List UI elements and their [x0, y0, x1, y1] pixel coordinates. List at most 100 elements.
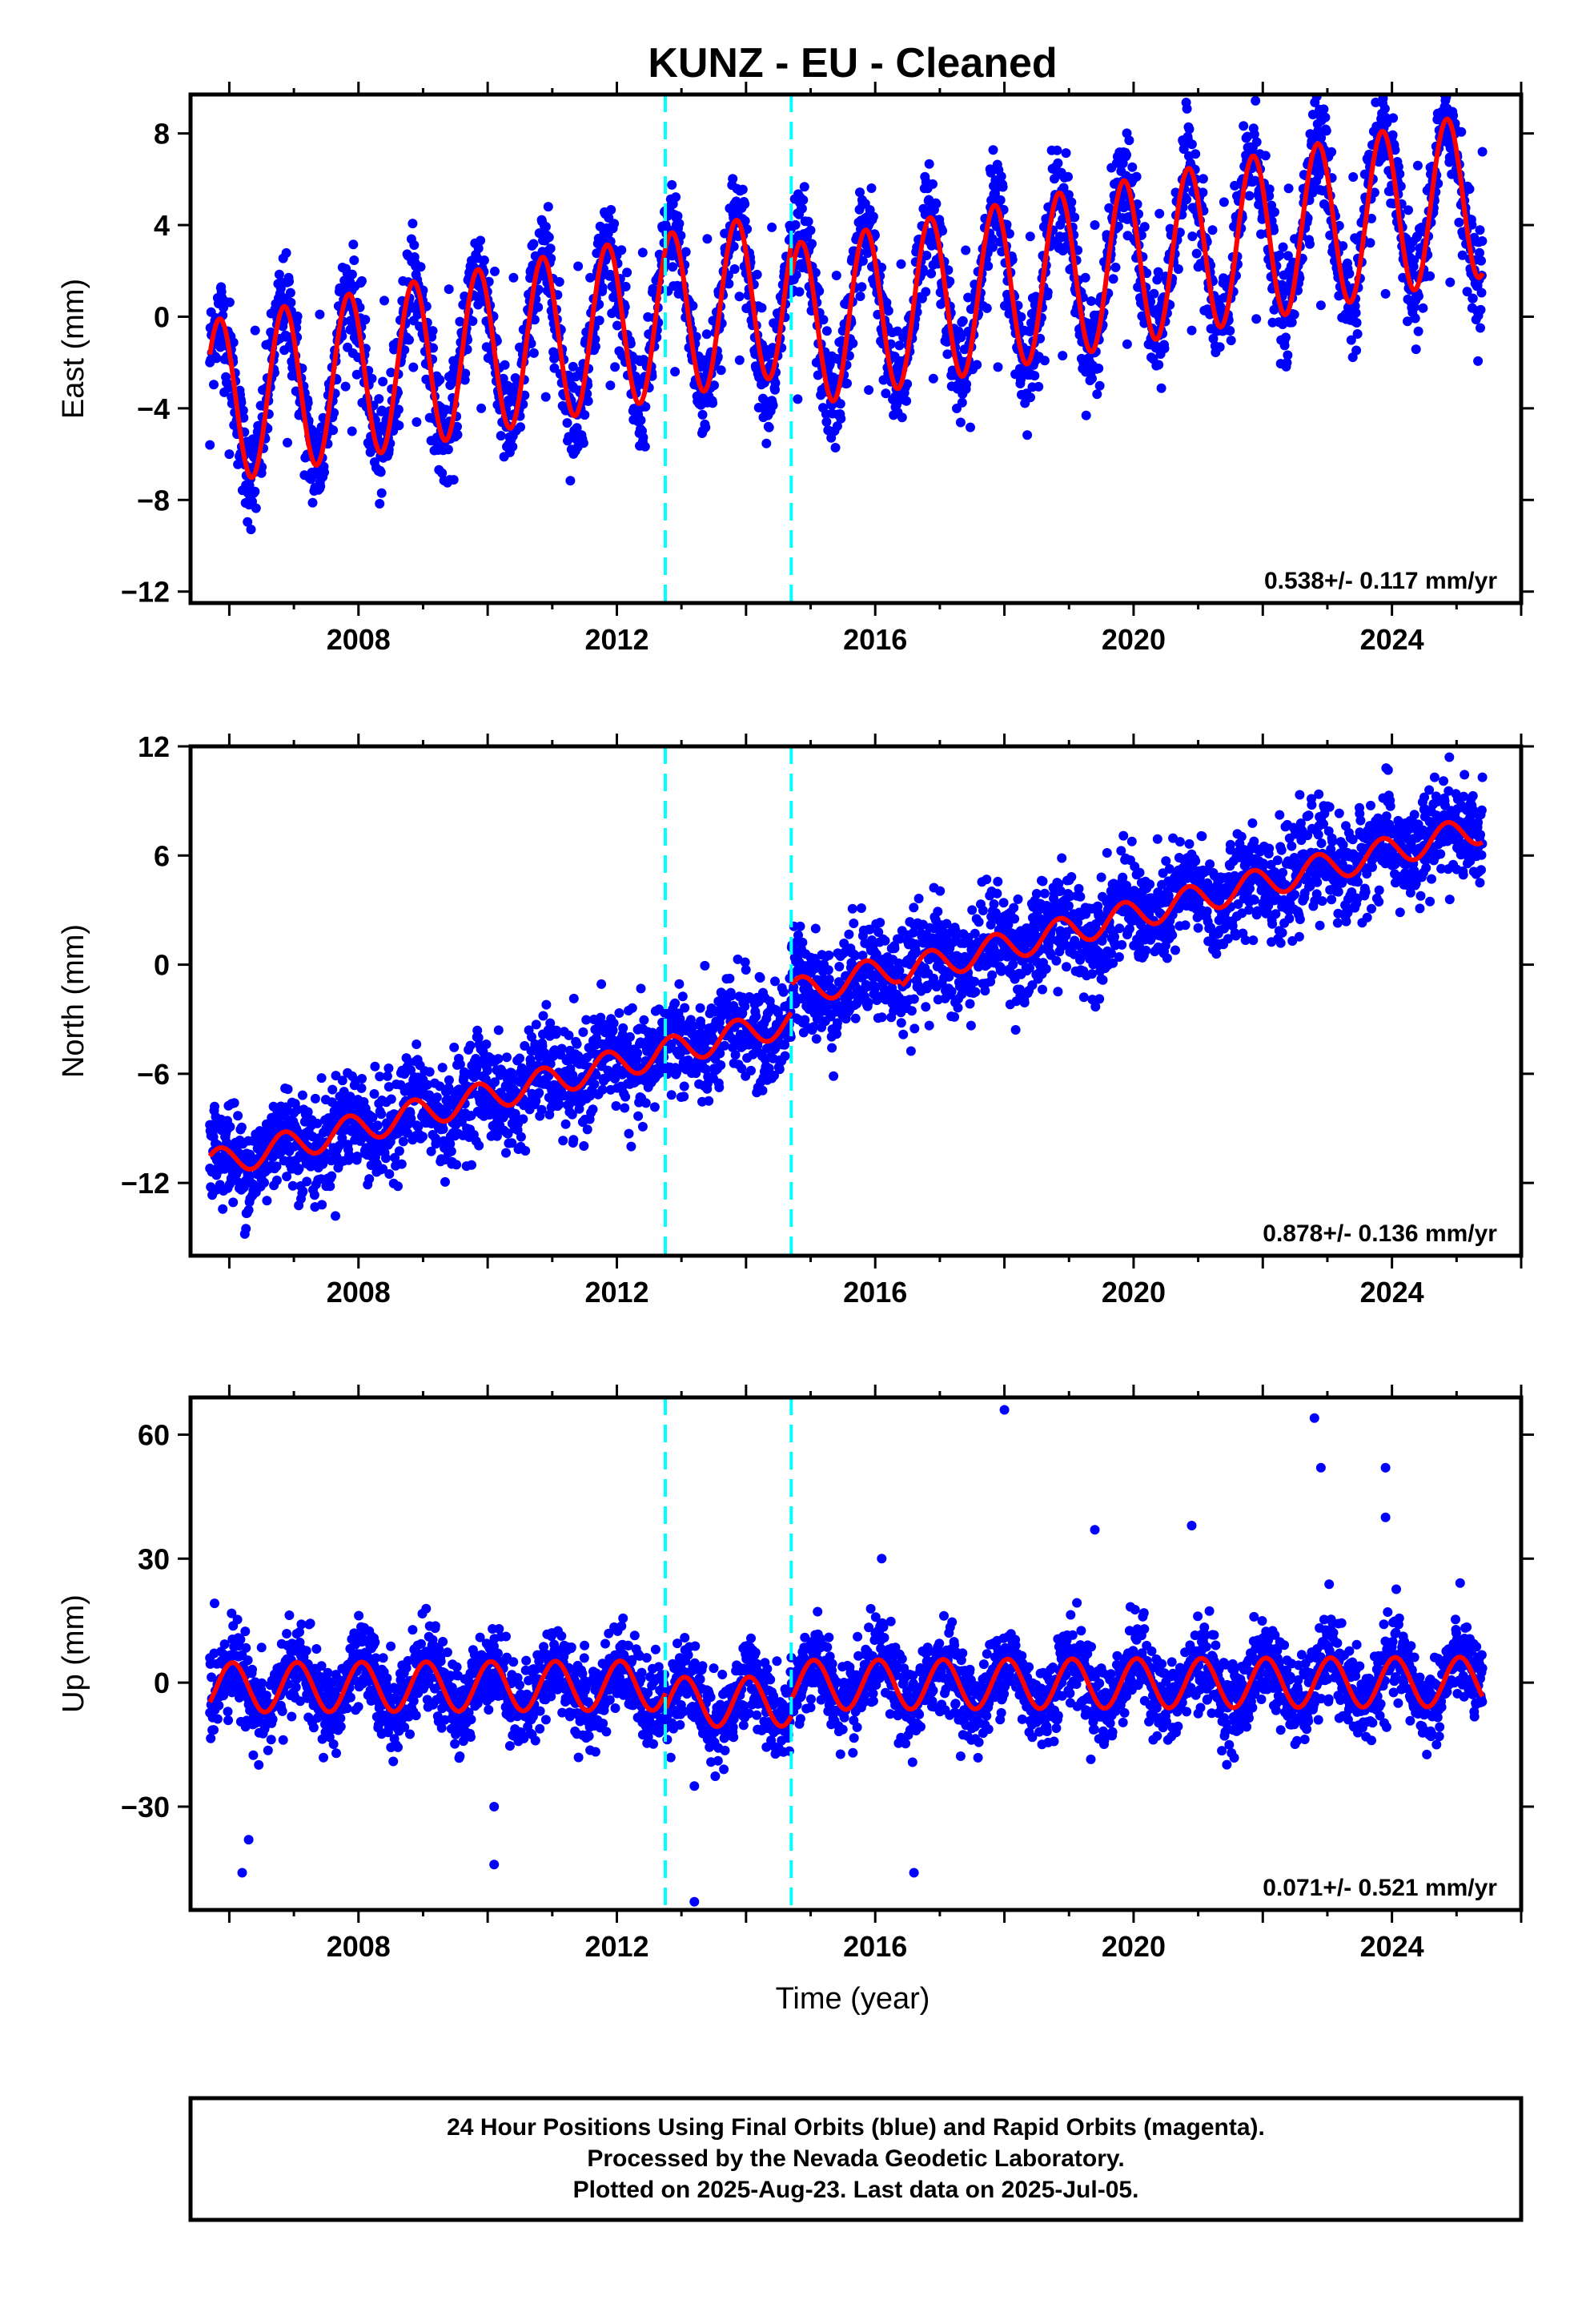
data-point	[1208, 333, 1219, 344]
data-point	[501, 1148, 511, 1158]
data-point	[360, 315, 371, 325]
data-point	[228, 337, 239, 348]
data-point	[1282, 357, 1292, 368]
data-point	[241, 1224, 251, 1234]
data-point	[370, 1061, 380, 1072]
data-point	[541, 999, 552, 1010]
data-point	[768, 400, 778, 411]
data-point	[636, 415, 646, 425]
data-point	[573, 261, 584, 271]
data-point	[638, 432, 648, 443]
data-point	[620, 1103, 630, 1113]
data-point	[639, 1015, 649, 1025]
data-point	[983, 261, 994, 271]
data-point	[292, 312, 303, 321]
data-point	[590, 341, 600, 352]
data-point	[582, 1124, 592, 1135]
data-point	[1039, 356, 1050, 366]
data-point	[714, 1082, 725, 1092]
data-point	[493, 1025, 504, 1035]
data-point	[568, 1135, 579, 1145]
data-point	[1476, 255, 1486, 266]
data-point	[813, 370, 823, 380]
data-point	[637, 1121, 648, 1132]
data-point	[460, 368, 471, 379]
data-point	[676, 231, 686, 241]
data-point	[1412, 160, 1423, 171]
data-point	[1464, 184, 1475, 195]
data-point	[1108, 274, 1118, 284]
data-point	[329, 408, 339, 418]
data-point	[611, 1101, 621, 1111]
data-point	[986, 167, 996, 178]
data-point	[376, 488, 387, 498]
data-point	[668, 262, 678, 272]
data-point	[596, 979, 607, 989]
data-point	[761, 438, 772, 448]
data-point	[516, 1132, 526, 1142]
data-point	[396, 1159, 407, 1169]
data-point	[608, 1018, 619, 1028]
data-point	[928, 373, 938, 384]
data-point	[624, 1031, 635, 1042]
data-point	[842, 378, 852, 388]
data-point	[764, 422, 774, 432]
data-point	[729, 241, 739, 251]
data-point	[757, 1085, 768, 1096]
data-point	[1270, 207, 1279, 217]
data-point	[568, 361, 578, 372]
data-point	[1094, 364, 1104, 373]
data-point	[515, 1053, 524, 1063]
data-point	[618, 1023, 628, 1033]
data-point	[428, 343, 438, 353]
data-point	[1034, 381, 1044, 392]
data-point	[1278, 320, 1288, 329]
data-point	[770, 378, 781, 388]
data-point	[1477, 147, 1488, 157]
data-point	[589, 1079, 600, 1089]
data-point	[926, 268, 937, 279]
data-point	[533, 302, 544, 312]
data-point	[1351, 318, 1362, 328]
data-point	[1380, 288, 1391, 299]
data-point	[982, 303, 992, 313]
data-point	[799, 182, 809, 192]
data-point	[637, 247, 648, 258]
figure-title: KUNZ - EU - Cleaned	[648, 40, 1057, 86]
data-point	[673, 211, 683, 221]
data-points	[205, 752, 1488, 1239]
data-point	[667, 179, 677, 190]
data-point	[624, 1128, 634, 1139]
data-point	[726, 991, 737, 1001]
data-point	[825, 359, 835, 369]
data-point	[730, 1050, 741, 1060]
data-point	[209, 380, 219, 390]
data-point	[770, 976, 780, 987]
data-point	[636, 983, 646, 994]
data-point	[319, 467, 329, 477]
data-point	[836, 413, 846, 424]
data-point	[823, 965, 833, 975]
data-point	[1383, 68, 1393, 78]
data-point	[1388, 113, 1399, 123]
data-point	[444, 284, 454, 295]
data-point	[695, 1003, 705, 1013]
data-point	[681, 247, 691, 257]
y-tick-label: −12	[121, 576, 170, 609]
data-point	[620, 1092, 631, 1102]
data-point	[729, 264, 740, 274]
data-point	[931, 199, 942, 209]
data-point	[709, 380, 719, 391]
data-point	[438, 1124, 448, 1134]
data-point	[310, 1093, 320, 1104]
data-point	[327, 1084, 338, 1095]
data-point	[1086, 296, 1096, 306]
data-point	[347, 426, 357, 436]
data-point	[972, 360, 982, 370]
data-point	[594, 316, 604, 326]
data-point	[386, 1094, 396, 1104]
data-point	[1042, 287, 1053, 297]
data-point	[315, 309, 325, 320]
data-point	[1251, 314, 1262, 324]
